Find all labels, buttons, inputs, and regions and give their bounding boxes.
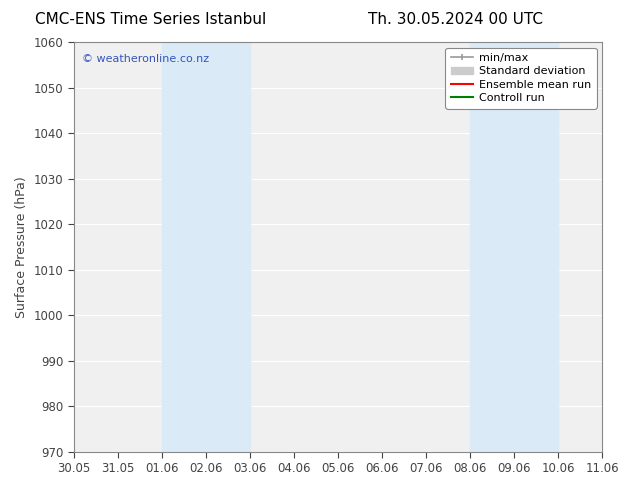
- Text: © weatheronline.co.nz: © weatheronline.co.nz: [82, 54, 209, 64]
- Text: CMC-ENS Time Series Istanbul: CMC-ENS Time Series Istanbul: [35, 12, 266, 27]
- Text: Th. 30.05.2024 00 UTC: Th. 30.05.2024 00 UTC: [368, 12, 543, 27]
- Bar: [162, 42, 250, 452]
- Bar: [470, 42, 558, 452]
- Y-axis label: Surface Pressure (hPa): Surface Pressure (hPa): [15, 176, 28, 318]
- Legend: min/max, Standard deviation, Ensemble mean run, Controll run: min/max, Standard deviation, Ensemble me…: [446, 48, 597, 109]
